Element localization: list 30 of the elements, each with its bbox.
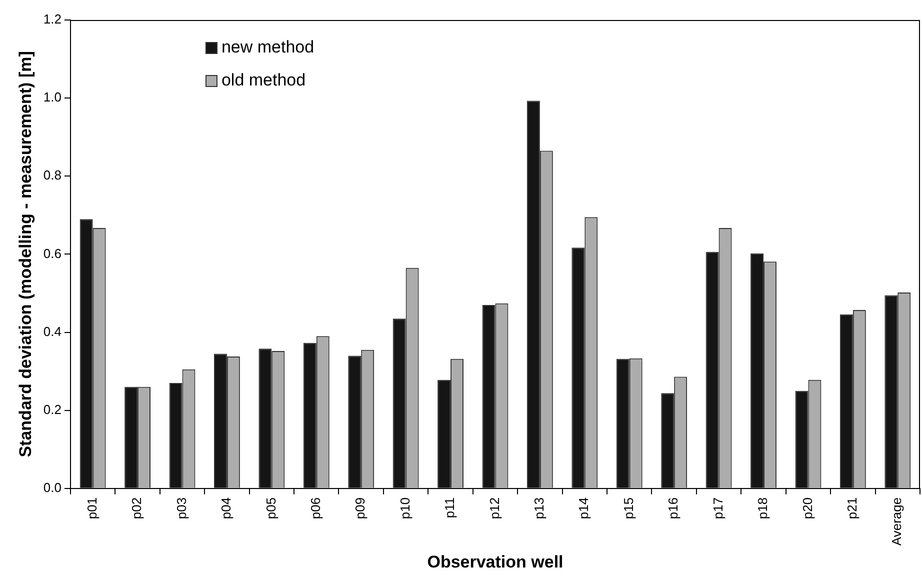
x-tick-label: p12	[486, 497, 502, 520]
x-tick-label: p13	[532, 497, 547, 520]
x-tick-label: p01	[84, 497, 100, 520]
x-tick-label: p09	[352, 497, 368, 520]
x-tick-label: p03	[174, 497, 189, 520]
x-tick-label: Average	[889, 497, 904, 546]
y-tick-label: 0.8	[43, 168, 62, 183]
y-tick-label: 0.0	[43, 480, 62, 495]
x-tick-label: p20	[800, 497, 815, 520]
y-tick-label: 1.0	[43, 90, 62, 105]
x-tick-label: p06	[308, 497, 323, 520]
y-tick-label: 1.2	[43, 12, 62, 27]
x-tick-label: p21	[844, 497, 860, 520]
x-tick-label: p16	[666, 497, 681, 520]
x-tick-label: p17	[710, 497, 726, 520]
legend-label: new method	[221, 38, 314, 57]
x-tick-label: p11	[442, 497, 458, 518]
x-tick-label: p04	[218, 497, 234, 520]
x-tick-label: p14	[576, 497, 592, 520]
legend-label: old method	[221, 70, 306, 90]
x-tick-label: p10	[397, 497, 412, 520]
y-tick-label: 0.2	[43, 402, 62, 417]
y-axis-title: Standard deviation (modelling - measurement) [m]	[16, 51, 35, 458]
x-tick-label: p18	[755, 497, 770, 520]
x-tick-label: p15	[620, 497, 636, 520]
x-tick-label: p02	[129, 497, 144, 520]
x-axis-title: Observation well	[427, 552, 564, 572]
y-tick-label: 0.6	[43, 246, 62, 261]
x-tick-label: p05	[263, 497, 278, 520]
y-tick-label: 0.4	[43, 324, 62, 339]
